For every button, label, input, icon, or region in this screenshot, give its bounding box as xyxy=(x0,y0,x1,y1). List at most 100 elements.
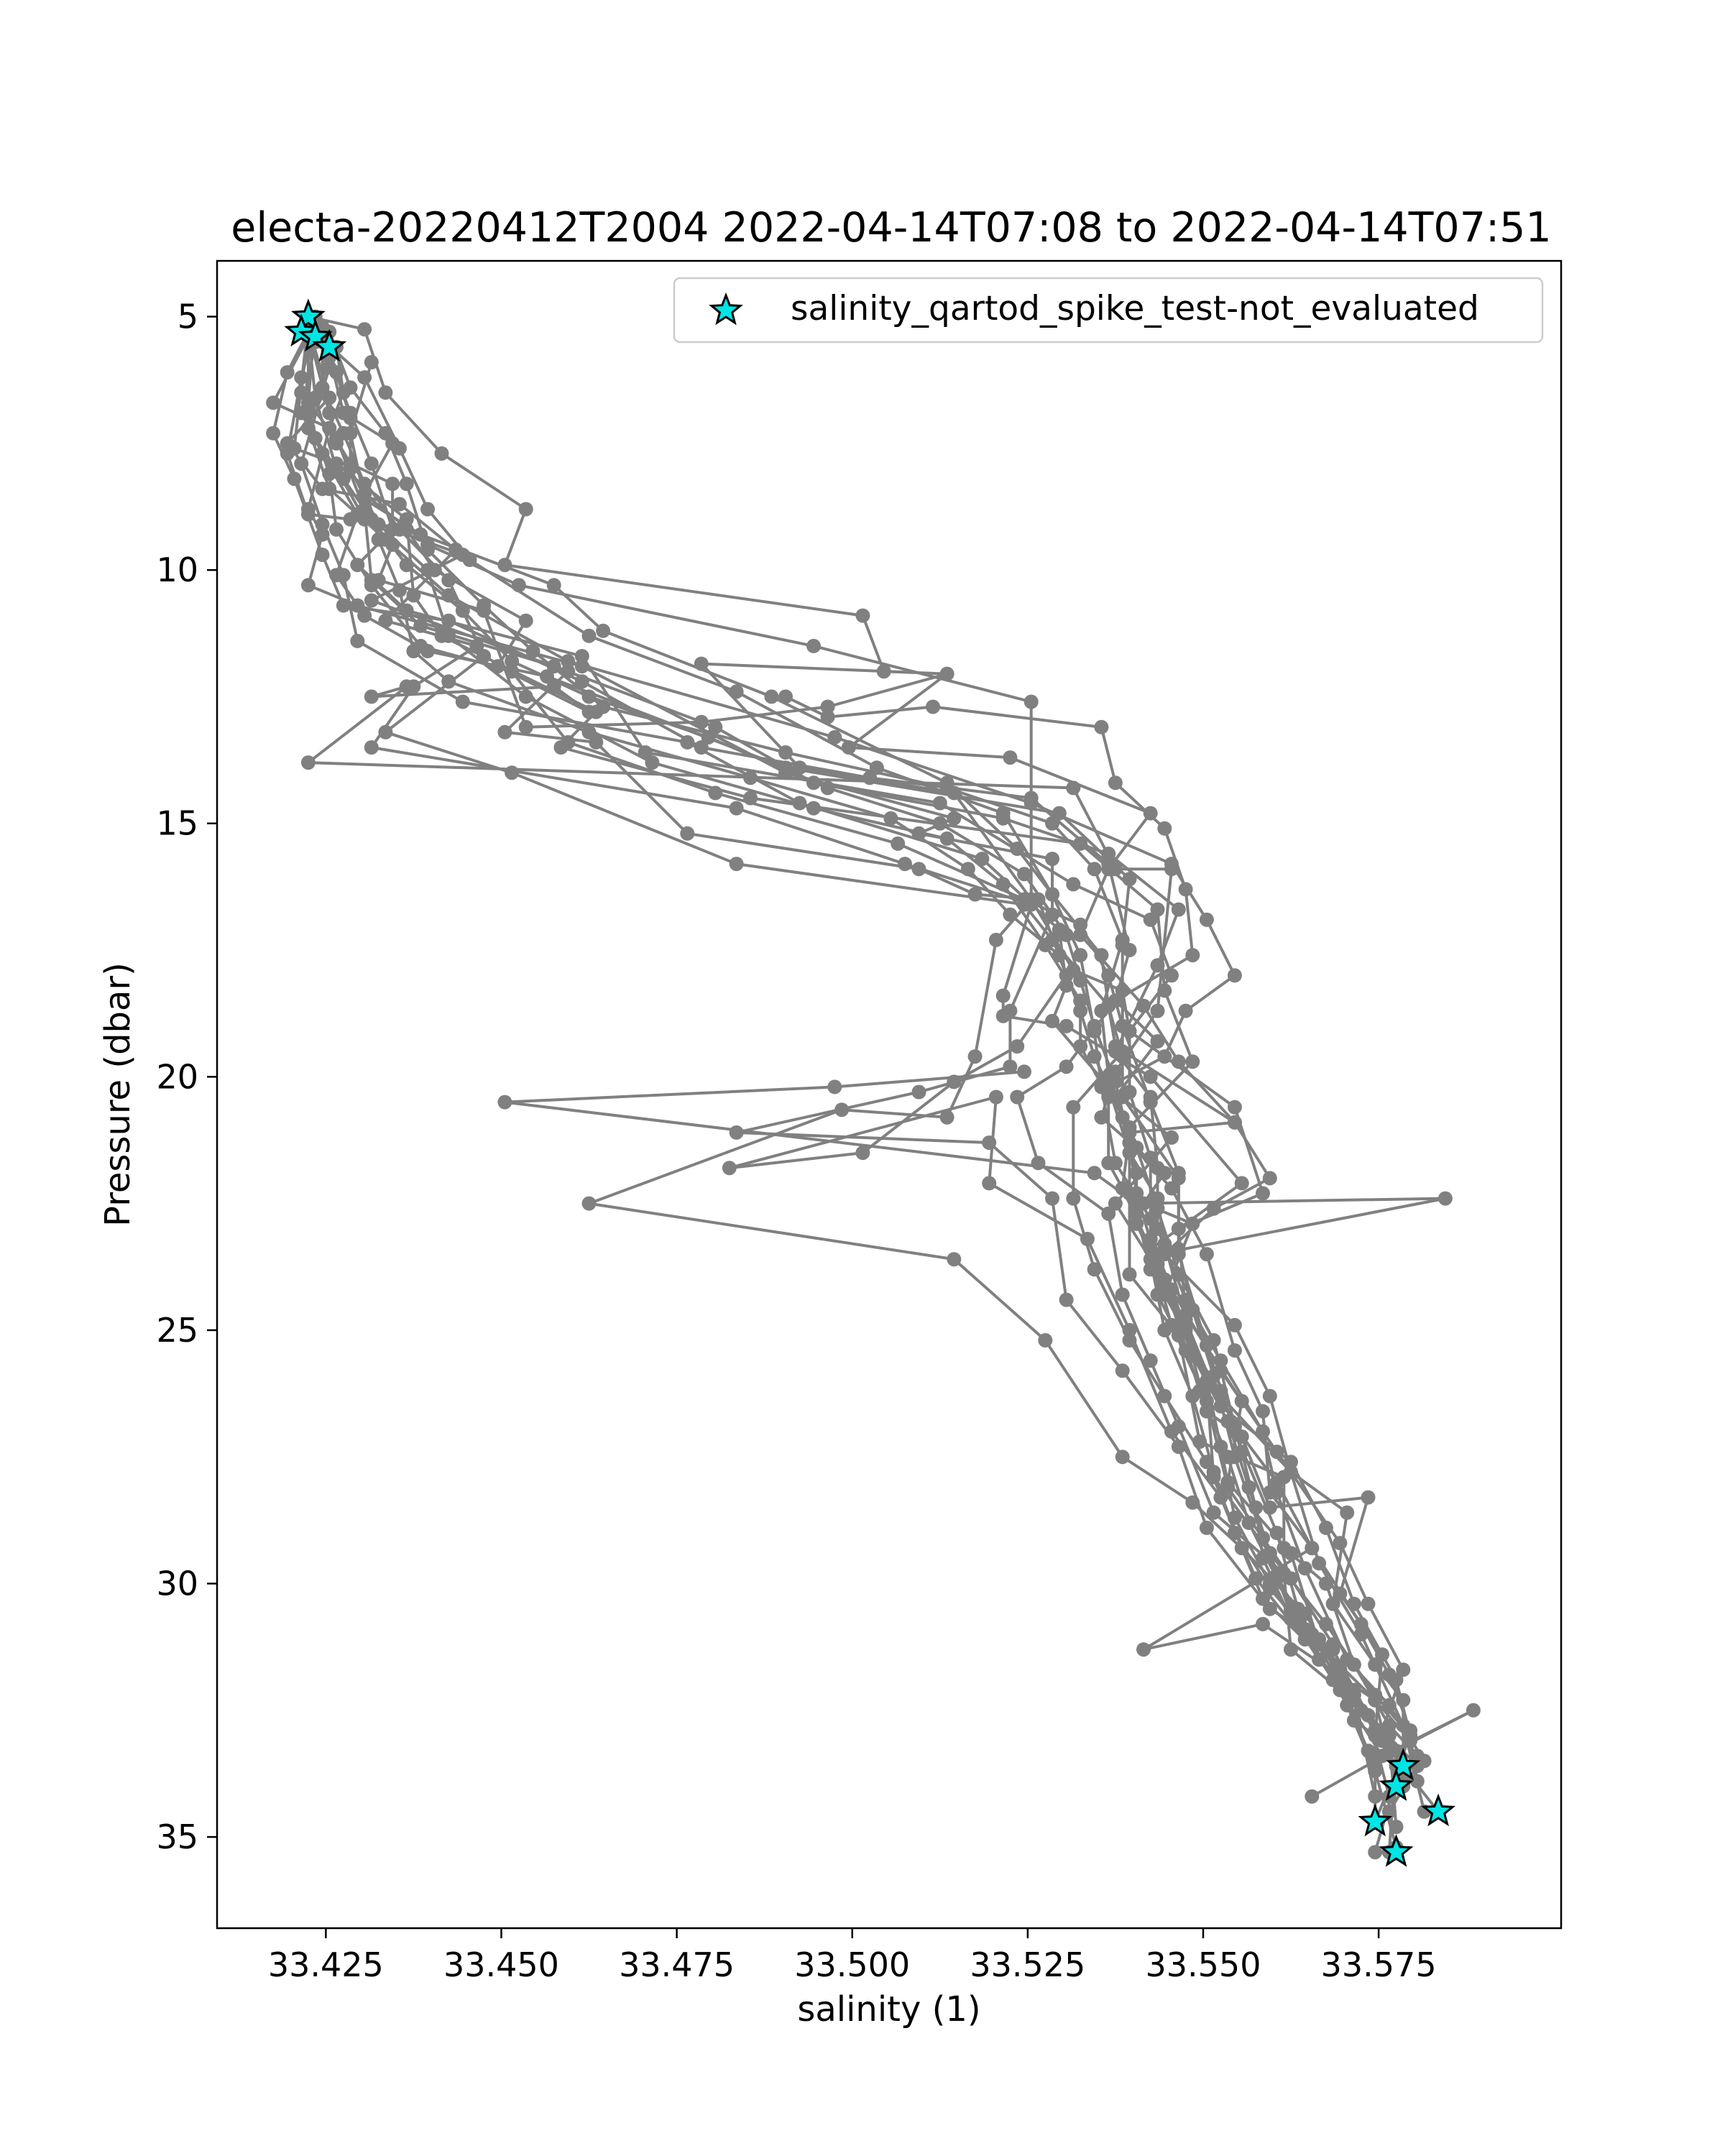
data-point xyxy=(982,1176,997,1191)
data-point xyxy=(1122,1267,1137,1282)
data-point xyxy=(1361,1708,1376,1723)
data-point xyxy=(1213,1399,1228,1414)
data-point xyxy=(1129,1206,1144,1221)
data-point xyxy=(1171,1317,1186,1332)
data-point xyxy=(1059,1292,1074,1307)
data-point xyxy=(1010,1089,1025,1105)
data-point xyxy=(1269,1571,1284,1586)
data-point xyxy=(505,765,520,780)
data-point xyxy=(1143,1353,1158,1368)
data-point xyxy=(1206,1333,1221,1348)
data-point xyxy=(1346,1596,1361,1611)
data-point xyxy=(1129,1166,1144,1181)
data-point xyxy=(1227,1510,1242,1525)
data-point xyxy=(1171,1267,1186,1282)
data-point xyxy=(947,1074,962,1089)
data-point xyxy=(441,674,456,689)
data-point xyxy=(1340,1697,1355,1713)
data-point xyxy=(995,877,1011,892)
data-point xyxy=(1248,1571,1264,1586)
spike-test-star-icon xyxy=(1421,1793,1456,1827)
data-point xyxy=(1213,1383,1228,1399)
data-point xyxy=(300,502,316,517)
data-point xyxy=(1333,1662,1348,1677)
data-point xyxy=(596,699,611,714)
data-point xyxy=(778,760,793,775)
data-point xyxy=(1234,1541,1249,1556)
data-point xyxy=(1150,1003,1165,1018)
data-point xyxy=(357,322,372,337)
data-point xyxy=(540,669,554,684)
plot-frame xyxy=(216,259,1563,1930)
data-point xyxy=(1262,1500,1277,1515)
data-point xyxy=(343,380,358,395)
data-point xyxy=(1164,1282,1179,1297)
data-point xyxy=(911,1084,926,1100)
data-point xyxy=(441,588,456,603)
data-point xyxy=(820,699,835,714)
data-point xyxy=(406,644,421,658)
data-point xyxy=(497,1095,512,1110)
data-point xyxy=(1108,1074,1123,1089)
spike-test-star-icon xyxy=(284,313,319,347)
data-point xyxy=(420,502,435,517)
data-point xyxy=(364,355,379,369)
legend-label: salinity_qartod_spike_test-not_evaluated xyxy=(791,289,1479,328)
y-tick-label: 30 xyxy=(156,1564,198,1603)
data-point xyxy=(1059,1059,1074,1074)
data-point xyxy=(315,517,330,532)
data-point xyxy=(1066,1100,1081,1115)
data-point xyxy=(315,548,330,562)
data-point xyxy=(729,801,744,816)
data-point xyxy=(364,578,379,593)
data-point xyxy=(378,724,393,740)
data-point xyxy=(1262,1388,1277,1404)
data-point xyxy=(1262,1601,1277,1616)
y-axis-label: Pressure (dbar) xyxy=(98,962,138,1227)
data-point xyxy=(1010,842,1025,856)
data-point xyxy=(357,502,372,517)
data-point xyxy=(1248,1500,1264,1515)
data-point xyxy=(1262,1485,1277,1500)
data-point xyxy=(329,456,344,471)
data-point xyxy=(399,476,414,492)
data-point xyxy=(967,887,983,902)
data-point xyxy=(1199,912,1214,927)
y-tick-label: 5 xyxy=(178,298,198,336)
data-point xyxy=(1017,867,1031,882)
data-point xyxy=(1150,1221,1165,1236)
data-point xyxy=(1122,943,1137,957)
data-point xyxy=(1059,978,1074,993)
data-point xyxy=(1227,1100,1242,1115)
data-point xyxy=(497,558,512,573)
data-point xyxy=(329,522,344,537)
data-point xyxy=(1115,1363,1130,1378)
data-point xyxy=(1003,750,1018,765)
data-point xyxy=(1192,1434,1208,1449)
data-point xyxy=(322,482,337,497)
data-point xyxy=(1318,1520,1333,1535)
data-point xyxy=(1256,1616,1270,1631)
data-point xyxy=(1143,912,1158,927)
data-point xyxy=(561,664,576,679)
data-point xyxy=(1087,1262,1102,1277)
data-point xyxy=(855,608,870,623)
data-point xyxy=(1150,1034,1165,1049)
data-point xyxy=(995,811,1011,826)
spike-test-star-icon xyxy=(1358,1803,1393,1837)
data-point xyxy=(806,775,821,791)
data-point xyxy=(1234,1176,1249,1191)
data-point xyxy=(581,724,597,740)
legend-frame xyxy=(673,277,1544,344)
data-point xyxy=(1052,948,1067,963)
data-point xyxy=(350,598,365,613)
data-point xyxy=(1389,1820,1404,1834)
data-point xyxy=(1073,927,1088,942)
data-point xyxy=(1381,1667,1397,1682)
data-point xyxy=(1115,983,1130,998)
data-point xyxy=(1409,1774,1425,1789)
data-point xyxy=(1122,1322,1137,1337)
data-point xyxy=(336,425,351,441)
spike-test-star-icon xyxy=(1379,1768,1414,1801)
data-point xyxy=(1213,1439,1228,1455)
